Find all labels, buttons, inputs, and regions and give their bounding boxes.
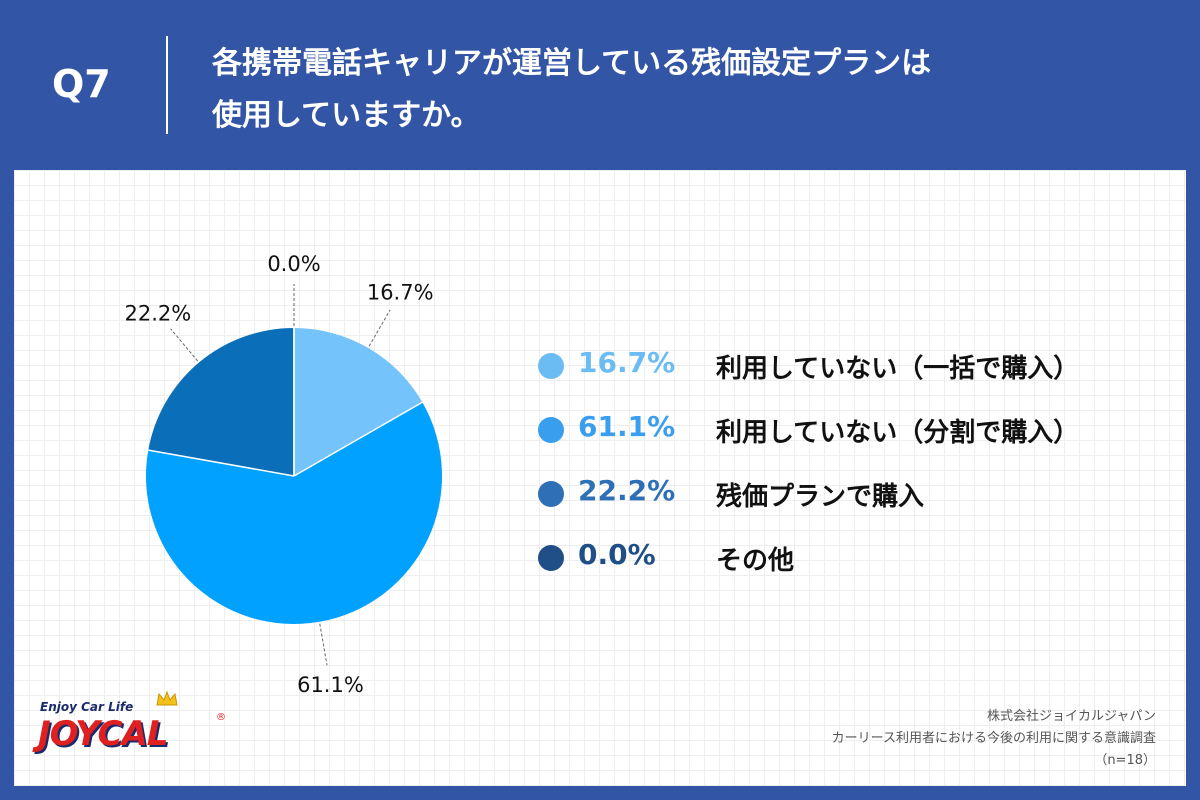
- pie-label-0: 16.7%: [367, 281, 434, 305]
- legend-label: 利用していない（一括で購入）: [716, 354, 1080, 384]
- pie-leader-line-2: [170, 328, 199, 362]
- pie-leader-line-1: [319, 623, 328, 666]
- pie-chart: 16.7% 61.1% 22.2% 0.0%: [124, 252, 443, 697]
- source-company: 株式会社ジョイカルジャパン: [986, 709, 1156, 724]
- question-title: 各携帯電話キャリアが運営している残価設定プランは 使用していますか。: [212, 38, 1162, 142]
- legend-swatch: [538, 353, 564, 379]
- pie-slice-1: [146, 402, 443, 624]
- header: Q7 各携帯電話キャリアが運営している残価設定プランは 使用していますか。: [0, 0, 1200, 170]
- pie-slice-2: [148, 328, 294, 476]
- question-title-line2: 使用していますか。: [212, 98, 481, 133]
- pie-label-1: 61.1%: [297, 673, 364, 697]
- legend-label: 残価プランで購入: [716, 482, 925, 512]
- legend-swatch: [538, 417, 564, 443]
- legend-swatch: [538, 481, 564, 507]
- joycal-logo: Enjoy Car Life JOYCAL ®: [38, 690, 238, 760]
- legend-percentage: 61.1%: [578, 410, 676, 443]
- crown-icon: [156, 690, 178, 706]
- pie-leader-line-0: [368, 309, 391, 347]
- legend-label: 利用していない（分割で購入）: [716, 418, 1080, 448]
- pie-label-3: 0.0%: [267, 252, 320, 276]
- source-survey: カーリース利用者における今後の利用に関する意識調査: [831, 731, 1156, 746]
- question-title-line1: 各携帯電話キャリアが運営している残価設定プランは: [212, 46, 932, 81]
- legend-percentage: 0.0%: [578, 538, 656, 571]
- legend-item: 16.7% 利用していない（一括で購入）: [538, 338, 1178, 402]
- legend-percentage: 22.2%: [578, 474, 676, 507]
- legend-item: 0.0% その他: [538, 530, 1178, 594]
- legend-swatch: [538, 545, 564, 571]
- source-sample-size: （n=18）: [1094, 753, 1156, 768]
- chart-panel: 16.7% 61.1% 22.2% 0.0% 16.7% 利用していない（一括で購入） 6…: [14, 170, 1186, 786]
- pie-label-2: 22.2%: [124, 302, 191, 326]
- pie-slice-0: [294, 328, 423, 476]
- legend-item: 61.1% 利用していない（分割で購入）: [538, 402, 1178, 466]
- legend-item: 22.2% 残価プランで購入: [538, 466, 1178, 530]
- source-note: 株式会社ジョイカルジャパン カーリース利用者における今後の利用に関する意識調査 …: [832, 706, 1156, 772]
- legend-label: その他: [716, 546, 795, 576]
- logo-brand: JOYCAL: [38, 714, 168, 754]
- chart-legend: 16.7% 利用していない（一括で購入） 61.1% 利用していない（分割で購入） 22…: [538, 338, 1178, 594]
- legend-percentage: 16.7%: [578, 346, 676, 379]
- pie-separator-2: [148, 449, 295, 477]
- logo-registered-mark: ®: [216, 712, 226, 723]
- logo-tagline: Enjoy Car Life: [40, 700, 134, 714]
- header-divider: [166, 36, 168, 134]
- pie-separator-1: [293, 401, 423, 477]
- question-number: Q7: [52, 62, 111, 106]
